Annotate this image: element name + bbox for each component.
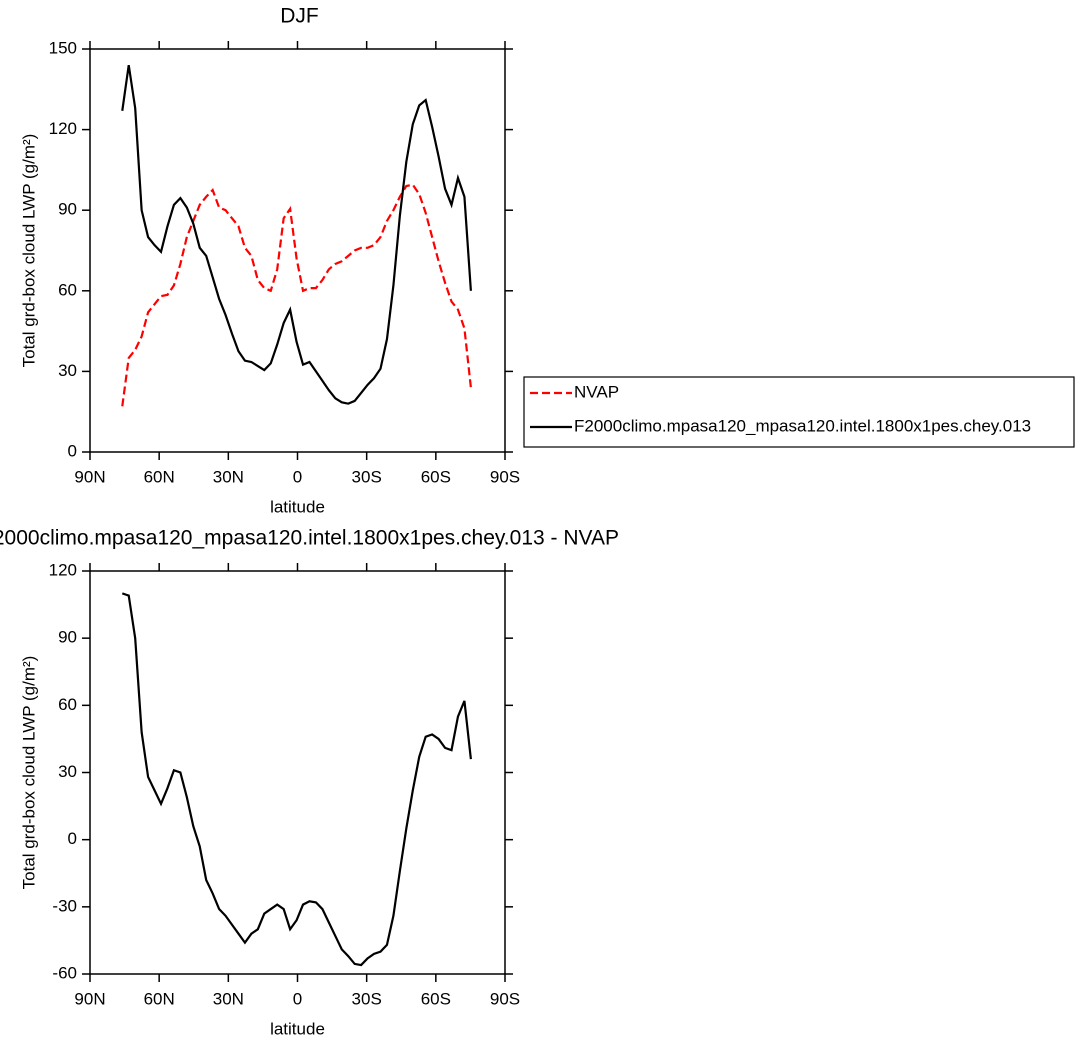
y-tick-label: 150: [49, 38, 77, 57]
series-line: [121, 183, 472, 407]
y-tick-label: 30: [58, 361, 77, 380]
plot-frame: [89, 570, 506, 975]
series-line: [121, 592, 472, 967]
y-tick-label: 120: [49, 119, 77, 138]
x-axis-label: latitude: [270, 1019, 325, 1038]
x-tick-label: 30N: [213, 467, 244, 486]
x-tick-label: 30S: [352, 467, 382, 486]
x-tick-label: 60N: [144, 989, 175, 1008]
x-tick-label: 90N: [74, 467, 105, 486]
legend-label: F2000climo.mpasa120_mpasa120.intel.1800x…: [574, 416, 1031, 435]
y-tick-label: 120: [49, 560, 77, 579]
y-tick-label: 60: [58, 695, 77, 714]
y-tick-label: -30: [52, 896, 77, 915]
chart-title: DJF: [280, 5, 319, 28]
plot-frame: [89, 48, 506, 453]
x-axis-label: latitude: [270, 497, 325, 516]
legend-label: NVAP: [574, 382, 619, 401]
y-axis-label: Total grd-box cloud LWP (g/m²): [19, 134, 38, 368]
x-tick-label: 60S: [421, 989, 451, 1008]
y-tick-label: 60: [58, 280, 77, 299]
y-tick-label: -60: [52, 963, 77, 982]
y-axis-label: Total grd-box cloud LWP (g/m²): [19, 656, 38, 890]
y-tick-label: 90: [58, 200, 77, 219]
x-tick-label: 90S: [490, 467, 520, 486]
x-tick-label: 90S: [490, 989, 520, 1008]
x-tick-label: 30N: [213, 989, 244, 1008]
x-tick-label: 0: [293, 989, 302, 1008]
legend-box: [523, 376, 1075, 448]
y-tick-label: 0: [68, 441, 77, 460]
y-tick-label: 30: [58, 762, 77, 781]
x-tick-label: 60S: [421, 467, 451, 486]
x-tick-label: 0: [293, 467, 302, 486]
series-line: [121, 64, 472, 405]
x-tick-label: 90N: [74, 989, 105, 1008]
y-tick-label: 90: [58, 628, 77, 647]
chart-title: F2000climo.mpasa120_mpasa120.intel.1800x…: [0, 527, 619, 550]
y-tick-label: 0: [68, 829, 77, 848]
x-tick-label: 60N: [144, 467, 175, 486]
x-tick-label: 30S: [352, 989, 382, 1008]
